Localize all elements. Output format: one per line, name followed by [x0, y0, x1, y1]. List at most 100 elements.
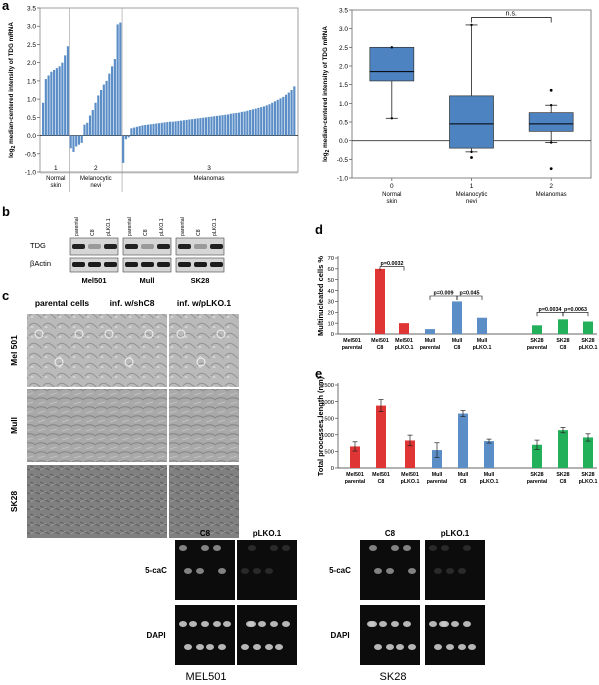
y-tick-label: 3.0 — [27, 24, 36, 31]
blot-lane-label: pLKO.1 — [106, 218, 112, 236]
blot-band-tdg — [141, 244, 154, 249]
panel-label-b: b — [2, 204, 10, 219]
nucleus — [270, 621, 278, 627]
fluorescence-image — [425, 605, 485, 665]
nucleus — [206, 644, 214, 650]
bar — [130, 128, 133, 136]
x-tick-label-line1: Mull — [425, 338, 436, 344]
bar — [91, 110, 94, 136]
nucleus — [403, 545, 411, 551]
bar — [61, 62, 64, 136]
blot-cell-label: SK28 — [191, 276, 210, 285]
bar — [232, 113, 235, 136]
group-name-line2: skin — [50, 183, 61, 189]
nucleus — [429, 621, 437, 627]
blot-band-tdg — [72, 244, 85, 249]
fluorescence-image — [175, 605, 235, 665]
x-group-name-line2: skin — [386, 199, 397, 205]
p-value-label: p=0.0034 — [539, 307, 562, 313]
bar — [77, 135, 81, 145]
nucleus — [265, 568, 273, 574]
bar — [69, 135, 72, 149]
panel-label-a: a — [2, 0, 10, 13]
nucleus — [201, 545, 209, 551]
x-tick-label-line2: pLKO.1 — [480, 479, 499, 485]
nucleus — [408, 568, 416, 574]
nucleus — [369, 545, 377, 551]
chart-d-bar: 010203040506070Mel501parentalMel501C8Mel… — [316, 256, 597, 351]
ylabel-prefix: log — [322, 152, 329, 162]
bar — [160, 122, 163, 136]
y-tick-label: 3.0 — [339, 26, 348, 33]
y-tick-label: 2500 — [321, 383, 334, 389]
whisker-point — [549, 104, 553, 107]
y-tick-label: 1.5 — [27, 78, 36, 85]
panel-label-d: d — [315, 222, 323, 237]
y-tick-label: 3.5 — [27, 6, 36, 13]
nucleus — [248, 545, 256, 551]
whisker-point — [549, 141, 553, 144]
micrograph-cells — [169, 465, 239, 538]
blot-band-actin — [72, 262, 85, 267]
y-tick-label: 20 — [328, 310, 334, 316]
micrograph-cells — [97, 389, 167, 462]
bar — [293, 86, 296, 136]
y-tick-label: 1.0 — [27, 97, 36, 104]
whisker-point — [470, 23, 473, 27]
nucleus — [201, 621, 209, 627]
bar — [83, 124, 86, 136]
bar — [135, 126, 139, 136]
blot-band-tdg — [194, 244, 207, 249]
y-tick-label: 0 — [331, 332, 334, 338]
bar — [72, 135, 75, 152]
cell-outline — [176, 329, 186, 339]
x-tick-label-line1: Mel501 — [395, 338, 413, 344]
bar — [138, 126, 141, 136]
bar — [50, 71, 53, 136]
bar — [196, 118, 199, 136]
group-number: 1 — [54, 165, 58, 172]
bar — [583, 321, 593, 334]
micro-col-label: inf. w/pLKO.1 — [177, 298, 232, 308]
blot-band-actin — [88, 262, 101, 267]
bar — [224, 114, 227, 136]
x-group-name-line1: Melanocytic — [456, 192, 488, 198]
bar — [558, 319, 568, 334]
cell-outline — [144, 329, 154, 339]
y-tick-label: 2.0 — [27, 60, 36, 67]
ylabel-prefix: log — [8, 148, 15, 158]
y-tick-label: 0.5 — [339, 120, 348, 127]
y-tick-label: 2.5 — [339, 45, 348, 52]
x-tick-label-line2: parental — [420, 345, 441, 351]
micro-row-label: Mull — [9, 417, 19, 434]
nucleus — [246, 621, 254, 627]
nucleus — [258, 621, 266, 627]
micrograph-cells — [169, 314, 239, 387]
x-tick-label-line2: parental — [527, 345, 548, 351]
nucleus — [213, 545, 221, 551]
bar — [191, 119, 194, 136]
outlier-point — [470, 156, 473, 159]
blot-lane-label: parental — [180, 217, 186, 236]
p-value-label: p=0.0063 — [564, 307, 587, 313]
x-tick-label-line2: parental — [342, 345, 363, 351]
outlier-point — [549, 167, 553, 171]
nucleus — [403, 621, 411, 627]
bar — [146, 124, 150, 136]
significance-bracket — [429, 295, 458, 300]
ylabel-text: median-centered intensity of TDG mRNA — [322, 26, 329, 150]
bar — [97, 95, 100, 136]
bar — [260, 107, 263, 136]
nucleus — [275, 644, 283, 650]
x-tick-label-line1: SK28 — [556, 338, 569, 344]
bar — [157, 123, 161, 136]
bar — [290, 90, 293, 136]
blot-band-tdg — [210, 244, 223, 249]
y-tick-label: 1000 — [321, 433, 334, 439]
y-tick-label: 0.0 — [27, 133, 36, 140]
y-tick-label: 2.0 — [339, 64, 348, 71]
x-tick-label-line1: Mel501 — [371, 338, 389, 344]
micrograph-grid-f: C8 pLKO.1 5-caC DAPI MEL501 C8 pLKO.1 5-caC DAPI… — [145, 529, 485, 683]
blot-row-label: TDG — [30, 241, 46, 250]
